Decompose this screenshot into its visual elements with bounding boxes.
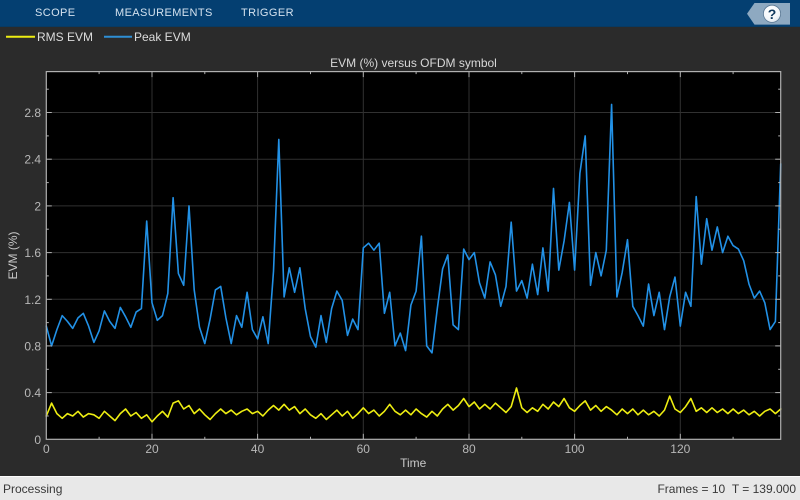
svg-text:100: 100 [565, 442, 585, 456]
svg-text:Time: Time [400, 456, 427, 470]
svg-text:Peak EVM: Peak EVM [134, 30, 191, 44]
svg-text:2.8: 2.8 [24, 106, 41, 120]
svg-text:1.6: 1.6 [24, 246, 41, 260]
svg-text:40: 40 [251, 442, 265, 456]
svg-text:2: 2 [34, 199, 41, 213]
svg-text:0: 0 [34, 433, 41, 447]
svg-text:0.8: 0.8 [24, 339, 41, 353]
svg-text:?: ? [768, 6, 777, 22]
svg-text:EVM (%) versus OFDM symbol: EVM (%) versus OFDM symbol [330, 56, 497, 70]
svg-text:RMS EVM: RMS EVM [37, 30, 93, 44]
svg-text:1.2: 1.2 [24, 293, 41, 307]
svg-text:0.4: 0.4 [24, 386, 41, 400]
svg-text:20: 20 [145, 442, 159, 456]
svg-text:EVM (%): EVM (%) [6, 231, 20, 279]
svg-text:120: 120 [670, 442, 690, 456]
svg-text:60: 60 [357, 442, 371, 456]
svg-text:2.4: 2.4 [24, 153, 41, 167]
svg-text:0: 0 [43, 442, 50, 456]
svg-text:80: 80 [462, 442, 476, 456]
